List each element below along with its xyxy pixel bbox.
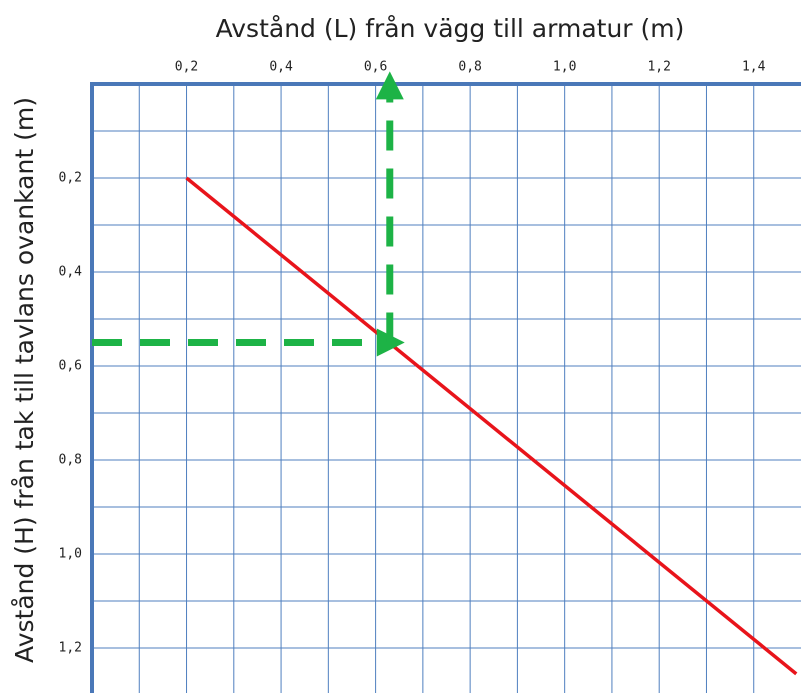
- data-line: [185, 176, 798, 676]
- y-tick-label: 1,2: [59, 641, 82, 656]
- y-tick-label: 0,8: [59, 453, 82, 468]
- x-tick-label: 0,2: [175, 60, 198, 75]
- y-tick-label: 1,0: [59, 547, 82, 562]
- y-tick-label: 0,6: [59, 359, 82, 374]
- chart-title: Avstånd (L) från vägg till armatur (m): [216, 14, 685, 43]
- x-tick-label: 1,2: [647, 60, 670, 75]
- x-tick-label: 0,8: [458, 60, 481, 75]
- y-axis-label: Avstånd (H) från tak till tavlans ovanka…: [10, 97, 39, 663]
- x-tick-label: 0,6: [364, 60, 387, 75]
- x-tick-label: 1,4: [742, 60, 766, 75]
- y-tick-label: 0,2: [59, 171, 82, 186]
- x-tick-label: 0,4: [269, 60, 293, 75]
- x-tick-label: 1,0: [553, 60, 576, 75]
- y-tick-label: 0,4: [59, 265, 83, 280]
